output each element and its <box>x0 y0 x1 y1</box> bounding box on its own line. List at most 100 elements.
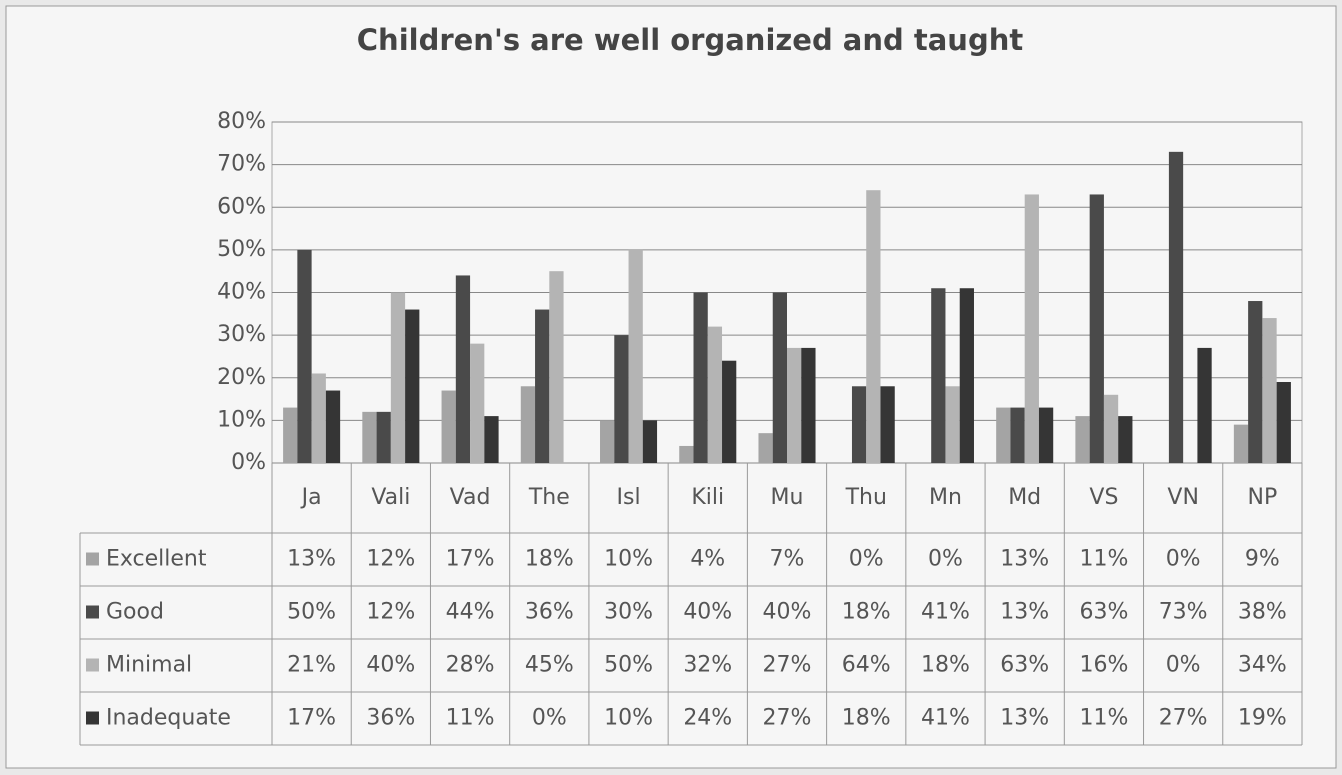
data-label: 40% <box>366 653 415 678</box>
data-label: 17% <box>287 706 336 731</box>
data-label: 9% <box>1245 547 1280 572</box>
bar <box>600 420 615 463</box>
data-label: 0% <box>928 547 963 572</box>
data-label: 18% <box>842 600 891 625</box>
bar <box>1233 424 1249 463</box>
bar <box>642 420 658 463</box>
data-label: 50% <box>287 600 336 625</box>
bar <box>945 386 960 463</box>
bar <box>1262 318 1277 463</box>
legend-key <box>86 711 99 725</box>
data-label: 12% <box>366 600 415 625</box>
data-label: 27% <box>1159 706 1208 731</box>
data-label: 13% <box>287 547 336 572</box>
data-label: 10% <box>604 547 653 572</box>
bar <box>362 411 377 463</box>
x-tick-label: Vali <box>371 485 410 510</box>
bar <box>787 347 802 463</box>
bar <box>297 249 312 463</box>
data-label: 63% <box>1000 653 1049 678</box>
data-label: 19% <box>1238 706 1287 731</box>
data-label: 36% <box>525 600 574 625</box>
bar <box>707 326 723 463</box>
y-tick-label: 30% <box>217 322 266 347</box>
data-label: 32% <box>683 653 732 678</box>
bar <box>535 309 550 463</box>
bar <box>441 390 456 463</box>
legend-label: Good <box>106 600 164 625</box>
bar <box>1089 194 1104 463</box>
chart-title: Children's are well organized and taught <box>357 23 1024 57</box>
bar <box>1024 194 1039 463</box>
x-tick-label: Mn <box>929 485 962 510</box>
data-label: 4% <box>690 547 725 572</box>
bar <box>1075 416 1090 463</box>
x-tick-label: Vad <box>450 485 491 510</box>
bar <box>722 360 737 463</box>
data-label: 17% <box>446 547 495 572</box>
data-label: 38% <box>1238 600 1287 625</box>
bar <box>549 271 564 463</box>
data-label: 13% <box>1000 706 1049 731</box>
data-label: 24% <box>683 706 732 731</box>
y-tick-label: 50% <box>217 237 266 262</box>
chart-frame <box>5 5 1337 769</box>
data-label: 73% <box>1159 600 1208 625</box>
data-label: 41% <box>921 706 970 731</box>
data-label: 18% <box>921 653 970 678</box>
bar <box>1248 301 1263 463</box>
x-tick-label: Thu <box>845 485 887 510</box>
bar <box>1103 394 1119 463</box>
data-label: 30% <box>604 600 653 625</box>
data-label: 21% <box>287 653 336 678</box>
x-tick-label: Kili <box>691 485 724 510</box>
bar <box>693 292 708 463</box>
bar <box>801 347 816 463</box>
x-tick-label: Ja <box>300 485 322 510</box>
bar <box>851 386 867 463</box>
y-tick-label: 40% <box>217 280 266 305</box>
data-label: 11% <box>446 706 495 731</box>
y-tick-label: 60% <box>217 194 266 219</box>
bar <box>628 249 643 463</box>
data-label: 40% <box>763 600 812 625</box>
bar <box>1118 416 1133 463</box>
bar <box>405 309 420 463</box>
data-label: 0% <box>1166 547 1201 572</box>
legend-key <box>86 552 99 566</box>
bar <box>1197 347 1212 463</box>
bar <box>772 292 787 463</box>
bar <box>880 386 895 463</box>
bar <box>758 433 773 463</box>
data-label: 13% <box>1000 600 1049 625</box>
bar <box>520 386 536 463</box>
x-tick-label: VN <box>1167 485 1199 510</box>
bar <box>376 411 391 463</box>
bar <box>679 445 694 463</box>
data-label: 64% <box>842 653 891 678</box>
bar <box>866 190 881 463</box>
legend-key <box>86 658 99 672</box>
data-label: 10% <box>604 706 653 731</box>
data-label: 0% <box>849 547 884 572</box>
data-label: 16% <box>1079 653 1128 678</box>
x-tick-label: VS <box>1089 485 1118 510</box>
data-label: 11% <box>1079 547 1128 572</box>
x-tick-label: Mu <box>771 485 804 510</box>
bar <box>614 335 629 463</box>
x-tick-label: Isl <box>617 485 641 510</box>
bar <box>1010 407 1025 463</box>
data-label: 34% <box>1238 653 1287 678</box>
data-label: 27% <box>763 653 812 678</box>
y-tick-label: 20% <box>217 365 266 390</box>
data-label: 0% <box>532 706 567 731</box>
bar <box>1038 407 1054 463</box>
data-label: 27% <box>763 706 812 731</box>
bar <box>390 292 406 463</box>
y-tick-label: 0% <box>231 450 266 475</box>
data-label: 28% <box>446 653 495 678</box>
legend-label: Inadequate <box>106 706 231 731</box>
y-tick-label: 80% <box>217 109 266 134</box>
data-label: 41% <box>921 600 970 625</box>
